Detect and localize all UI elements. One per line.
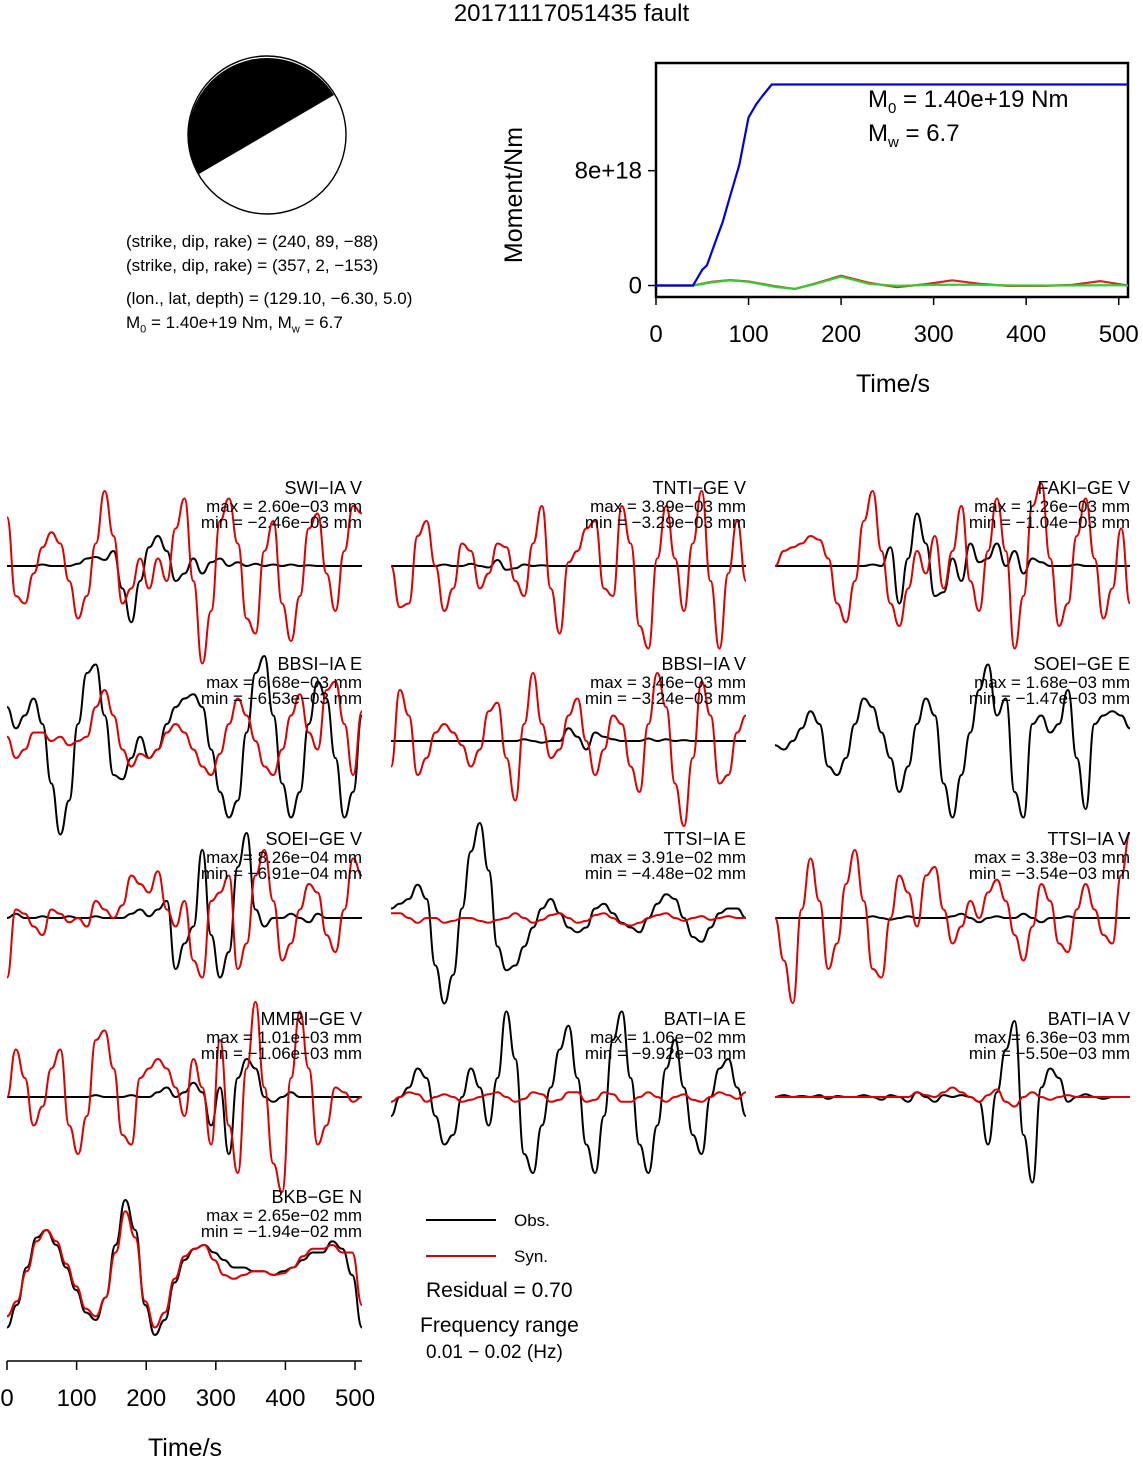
moment-chart: 0 100 200 300 400 500 0 8e+18 Time/s Moment/Nm (500, 61, 1139, 398)
mechanism-moment-line: M0 = 1.40e+19 Nm, Mw = 6.7 (126, 313, 343, 336)
station-name: BATI−IA V (1047, 1009, 1130, 1029)
x-tick-label: 100 (729, 321, 769, 348)
station-name: TTSI−IA V (1047, 829, 1130, 849)
observed-trace (6, 831, 362, 979)
synthetic-trace (6, 1000, 363, 1194)
wave-x-tick-label: 200 (126, 1385, 166, 1412)
legend-syn-label: Syn. (514, 1247, 549, 1266)
station-max: max = 3.89e−03 mm (590, 497, 746, 516)
observed-trace (774, 512, 1130, 605)
moment-label: M0 = 1.40e+19 Nm (868, 86, 1069, 117)
station-min: min = −5.50e−03 mm (968, 1044, 1130, 1063)
synthetic-trace (6, 489, 363, 665)
station-name: BKB−GE N (271, 1187, 362, 1207)
station-max: max = 1.26e−03 mm (974, 497, 1130, 516)
wave-x-tick-label: 400 (265, 1385, 305, 1412)
synthetic-trace (775, 1086, 1130, 1108)
synthetic-trace (390, 671, 747, 828)
station-max: max = 8.26e−04 mm (206, 848, 362, 867)
legend-lines (426, 1219, 496, 1257)
y-tick-label: 0 (629, 273, 642, 300)
page-title: 20171117051435 fault (453, 0, 690, 27)
frequency-label: Frequency range (420, 1314, 579, 1337)
residual-label: Residual = 0.70 (426, 1279, 573, 1302)
station-max: max = 3.38e−03 mm (974, 848, 1130, 867)
synthetic-trace (6, 680, 363, 777)
station-min: min = −9.92e−03 mm (584, 1044, 746, 1063)
mw-label: Mw = 6.7 (868, 120, 960, 151)
station-max: max = 2.65e−02 mm (206, 1206, 362, 1225)
station-max: max = 6.36e−03 mm (974, 1028, 1130, 1047)
mechanism-line-1: (strike, dip, rake) = (240, 89, −88) (126, 232, 379, 251)
station-name: TTSI−IA E (663, 829, 746, 849)
station-max: max = 1.06e−02 mm (590, 1028, 746, 1047)
y-tick-label: 8e+18 (575, 158, 642, 185)
synthetic-trace (391, 912, 746, 927)
station-name: BBSI−IA E (277, 654, 362, 674)
station-name: BBSI−IA V (661, 654, 746, 674)
station-min: min = −3.29e−03 mm (584, 513, 746, 532)
observed-trace (775, 912, 1130, 924)
station-name: SOEI−GE E (1033, 654, 1130, 674)
station-max: max = 6.68e−03 mm (206, 673, 362, 692)
observed-trace (390, 558, 746, 571)
synthetic-trace (774, 832, 1131, 1005)
station-name: MMRI−GE V (260, 1009, 362, 1029)
synthetic-trace (6, 848, 363, 979)
station-min: min = −1.06e−03 mm (200, 1044, 362, 1063)
station-min: min = −6.91e−04 mm (200, 864, 362, 883)
moment-frame (654, 61, 1130, 299)
mechanism-line-3: (lon., lat, depth) = (129.10, −6.30, 5.0… (126, 289, 413, 308)
wave-x-tick-label: 0 (0, 1385, 13, 1412)
station-max: max = 1.01e−03 mm (206, 1028, 362, 1047)
observed-trace (390, 1010, 747, 1175)
moment-ylabel: Moment/Nm (500, 127, 528, 263)
station-min: min = −1.94e−02 mm (200, 1222, 362, 1241)
station-max: max = 2.60e−03 mm (206, 497, 362, 516)
station-max: max = 1.68e−03 mm (974, 673, 1130, 692)
observed-trace (7, 1057, 362, 1156)
synthetic-trace (6, 1210, 363, 1329)
moment-xlabel: Time/s (856, 370, 930, 398)
station-min: min = −6.53e−03 mm (200, 689, 362, 708)
station-min: min = −1.47e−03 mm (968, 689, 1130, 708)
station-min: min = −3.24e−03 mm (584, 689, 746, 708)
wave-x-tick-label: 300 (196, 1385, 236, 1412)
station-min: min = −2.46e−03 mm (200, 513, 362, 532)
x-tick-label: 400 (1006, 321, 1046, 348)
observed-trace (391, 727, 746, 751)
observed-trace (6, 654, 363, 836)
wave-x-tick-label: 100 (57, 1385, 97, 1412)
station-name: SOEI−GE V (265, 829, 362, 849)
station-name: SWI−IA V (284, 478, 362, 498)
observed-trace (6, 534, 362, 624)
x-tick-label: 500 (1099, 321, 1139, 348)
synthetic-trace (774, 482, 1131, 650)
wave-x-tick-label: 500 (335, 1385, 375, 1412)
observed-trace (6, 1198, 363, 1337)
station-name: FAKI−GE V (1037, 478, 1130, 498)
x-tick-label: 0 (649, 321, 662, 348)
beachball-icon (187, 55, 347, 215)
moment-series-line (656, 83, 1128, 287)
station-min: min = −3.54e−03 mm (968, 864, 1130, 883)
legend-obs-label: Obs. (514, 1211, 550, 1230)
synthetic-trace (390, 489, 747, 650)
synthetic-trace (390, 1091, 747, 1103)
station-min: min = −1.04e−03 mm (968, 513, 1130, 532)
wave-xlabel: Time/s (148, 1434, 222, 1458)
mechanism-line-2: (strike, dip, rake) = (357, 2, −153) (126, 256, 379, 275)
station-max: max = 3.91e−02 mm (590, 848, 746, 867)
x-tick-label: 300 (914, 321, 954, 348)
observed-trace (774, 663, 1131, 819)
station-min: min = −4.48e−02 mm (584, 864, 746, 883)
station-max: max = 3.46e−03 mm (590, 673, 746, 692)
station-name: BATI−IA E (663, 1009, 746, 1029)
x-tick-label: 200 (821, 321, 861, 348)
station-name: TNTI−GE V (652, 478, 746, 498)
frequency-value: 0.01 − 0.02 (Hz) (426, 1342, 563, 1363)
moment-series-line (656, 275, 1129, 290)
